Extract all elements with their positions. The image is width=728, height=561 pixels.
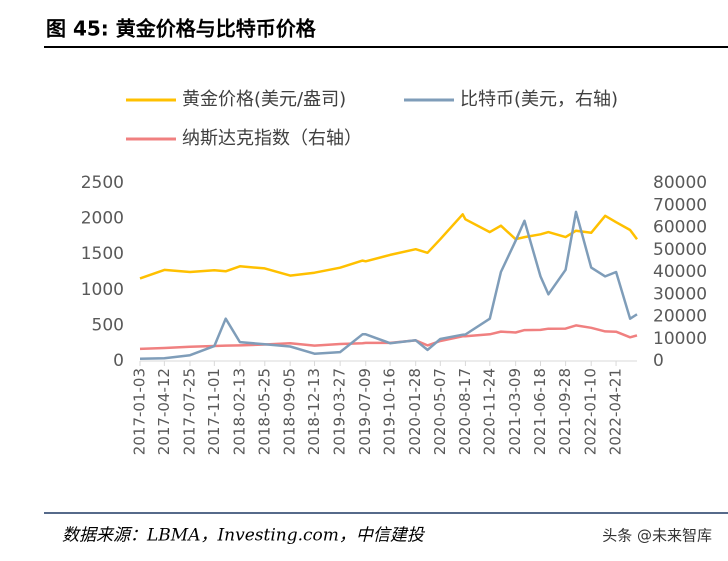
x-tick-label: 2017-07-25 <box>180 368 198 455</box>
x-tick-label: 2018-12-13 <box>305 368 323 455</box>
y-tick-label: 2500 <box>81 173 124 193</box>
y2-tick-label: 50000 <box>653 240 707 260</box>
y2-tick-label: 70000 <box>653 195 707 215</box>
source: 数据来源：LBMA，Investing.com，中信建投 <box>62 526 426 546</box>
chart-title: 图 45: 黄金价格与比特币价格 <box>46 17 317 41</box>
legend-label: 纳斯达克指数（右轴） <box>182 128 362 149</box>
y-tick-label: 1500 <box>81 244 124 264</box>
series-line <box>139 213 638 280</box>
y-tick-label: 500 <box>92 315 124 335</box>
y2-tick-label: 40000 <box>653 262 707 282</box>
y2-tick-label: 30000 <box>653 284 707 304</box>
x-tick-label: 2021-09-28 <box>556 368 574 455</box>
x-tick-label: 2018-09-05 <box>281 368 299 455</box>
y-tick-label: 2000 <box>81 209 124 229</box>
x-tick-label: 2020-01-28 <box>406 368 424 455</box>
series-line <box>139 210 638 361</box>
y2-tick-label: 60000 <box>653 218 707 238</box>
x-tick-label: 2022-01-10 <box>582 368 600 455</box>
x-tick-label: 2017-01-03 <box>131 368 149 455</box>
y-tick-label: 1000 <box>81 280 124 300</box>
x-tick-label: 2019-03-27 <box>331 368 349 455</box>
legend-label: 黄金价格(美元/盎司) <box>182 89 346 110</box>
x-tick-label: 2020-08-17 <box>456 368 474 455</box>
x-tick-label: 2019-07-09 <box>356 368 374 455</box>
x-tick-label: 2020-05-07 <box>431 368 449 455</box>
y2-tick-label: 20000 <box>653 307 707 327</box>
y2-tick-label: 10000 <box>653 329 707 349</box>
y2-tick-label: 80000 <box>653 173 707 193</box>
x-tick-label: 2017-04-12 <box>155 368 173 455</box>
series-line <box>139 324 638 351</box>
x-tick-label: 2022-04-21 <box>607 368 625 455</box>
watermark: 头条 @未来智库 <box>602 527 712 545</box>
x-tick-label: 2017-11-01 <box>205 368 223 455</box>
y-tick-label: 0 <box>113 351 124 371</box>
x-tick-label: 2018-05-25 <box>255 368 273 455</box>
x-tick-label: 2018-02-13 <box>230 368 248 455</box>
legend-label: 比特币(美元，右轴) <box>460 89 618 110</box>
x-tick-label: 2020-11-24 <box>480 368 498 455</box>
x-tick-label: 2019-10-16 <box>381 368 399 455</box>
y2-tick-label: 0 <box>653 351 664 371</box>
x-tick-label: 2021-03-09 <box>506 368 524 455</box>
x-tick-label: 2021-06-18 <box>531 368 549 455</box>
